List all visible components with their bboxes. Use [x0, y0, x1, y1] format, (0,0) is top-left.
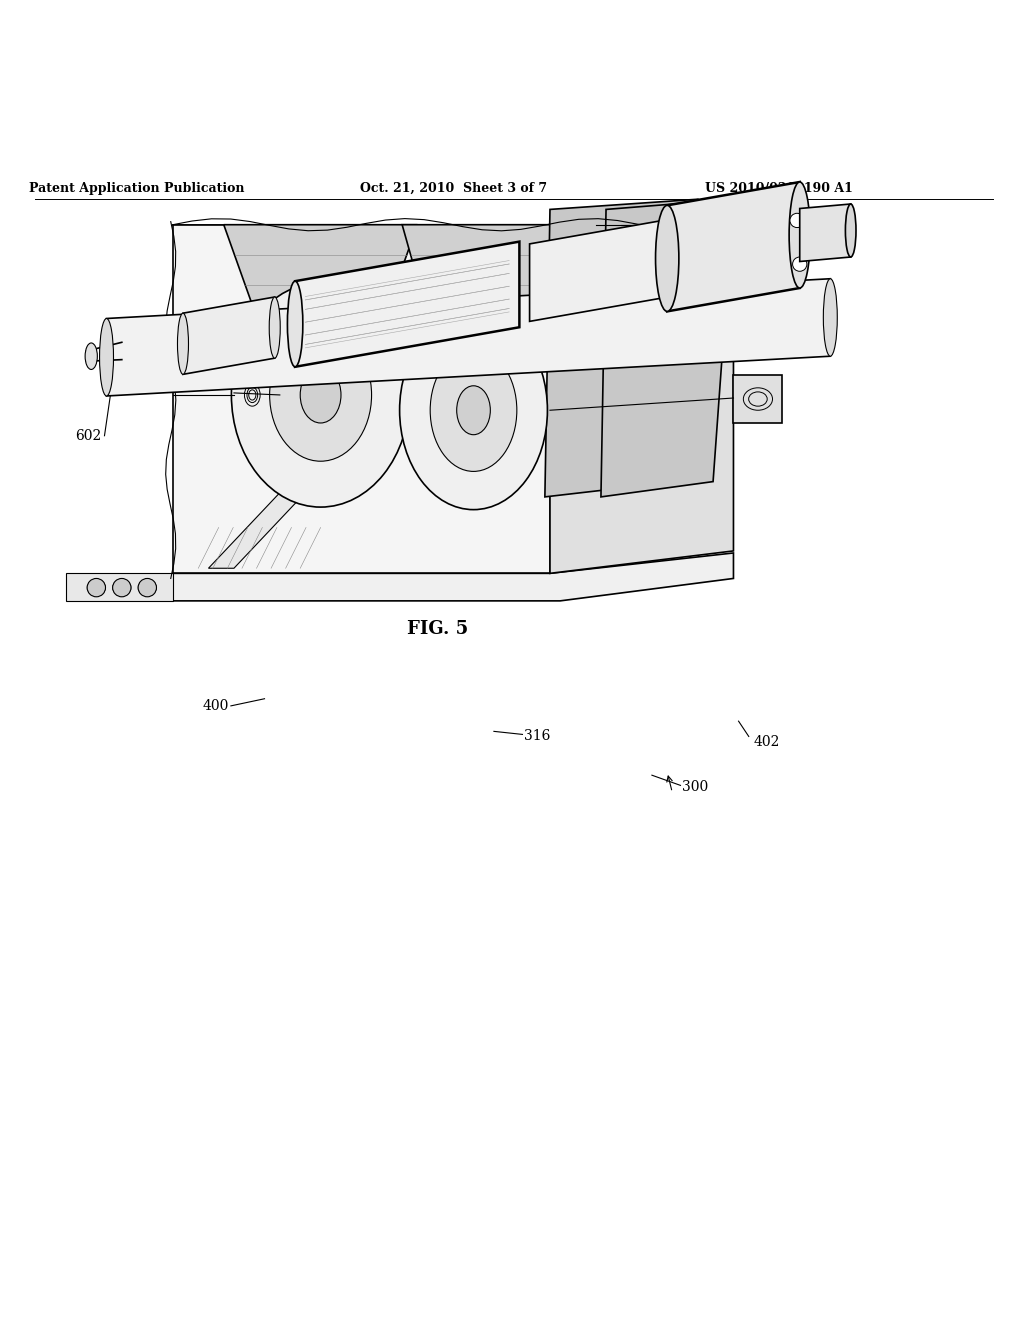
Text: 600: 600 — [586, 465, 612, 478]
FancyBboxPatch shape — [733, 375, 782, 424]
Ellipse shape — [300, 367, 341, 422]
Text: FIG. 6: FIG. 6 — [336, 273, 397, 292]
Polygon shape — [224, 224, 418, 496]
Ellipse shape — [430, 348, 517, 471]
Polygon shape — [295, 242, 519, 367]
Ellipse shape — [457, 385, 490, 434]
Polygon shape — [601, 199, 733, 496]
Ellipse shape — [288, 281, 303, 367]
Ellipse shape — [823, 279, 838, 356]
Polygon shape — [668, 182, 800, 312]
Text: Patent Application Publication: Patent Application Publication — [30, 182, 245, 194]
Polygon shape — [529, 219, 668, 321]
Ellipse shape — [85, 343, 97, 370]
Polygon shape — [209, 477, 321, 568]
Text: 602: 602 — [75, 429, 101, 442]
Polygon shape — [173, 224, 550, 573]
Text: 400: 400 — [203, 698, 228, 713]
Ellipse shape — [269, 329, 372, 461]
Text: 612: 612 — [372, 444, 398, 458]
Ellipse shape — [269, 297, 281, 358]
Ellipse shape — [790, 182, 810, 288]
Text: 604: 604 — [570, 413, 597, 428]
Ellipse shape — [177, 313, 188, 375]
Polygon shape — [173, 553, 733, 601]
Text: 608: 608 — [369, 292, 395, 305]
Ellipse shape — [399, 310, 548, 510]
Text: 611: 611 — [795, 282, 821, 297]
Text: US 2010/0263190 A1: US 2010/0263190 A1 — [706, 182, 853, 194]
Text: 616: 616 — [611, 393, 638, 407]
Text: 316: 316 — [524, 730, 551, 743]
Polygon shape — [106, 279, 830, 396]
Polygon shape — [545, 199, 697, 496]
Ellipse shape — [231, 282, 410, 507]
Polygon shape — [66, 573, 173, 601]
Circle shape — [790, 214, 804, 227]
Circle shape — [87, 578, 105, 597]
Circle shape — [113, 578, 131, 597]
Circle shape — [793, 257, 807, 272]
Circle shape — [796, 214, 810, 227]
Text: FIG. 5: FIG. 5 — [408, 620, 468, 639]
Ellipse shape — [846, 205, 856, 257]
Polygon shape — [550, 224, 733, 573]
Text: 609: 609 — [299, 459, 326, 474]
Polygon shape — [183, 297, 274, 375]
Text: 300: 300 — [682, 780, 709, 795]
Circle shape — [138, 578, 157, 597]
Polygon shape — [800, 205, 851, 261]
Ellipse shape — [99, 318, 114, 396]
Text: 614: 614 — [502, 434, 528, 447]
Text: Oct. 21, 2010  Sheet 3 of 7: Oct. 21, 2010 Sheet 3 of 7 — [359, 182, 547, 194]
Text: 606: 606 — [413, 393, 438, 407]
Polygon shape — [402, 224, 555, 496]
Ellipse shape — [655, 206, 679, 312]
Text: 402: 402 — [754, 734, 780, 748]
